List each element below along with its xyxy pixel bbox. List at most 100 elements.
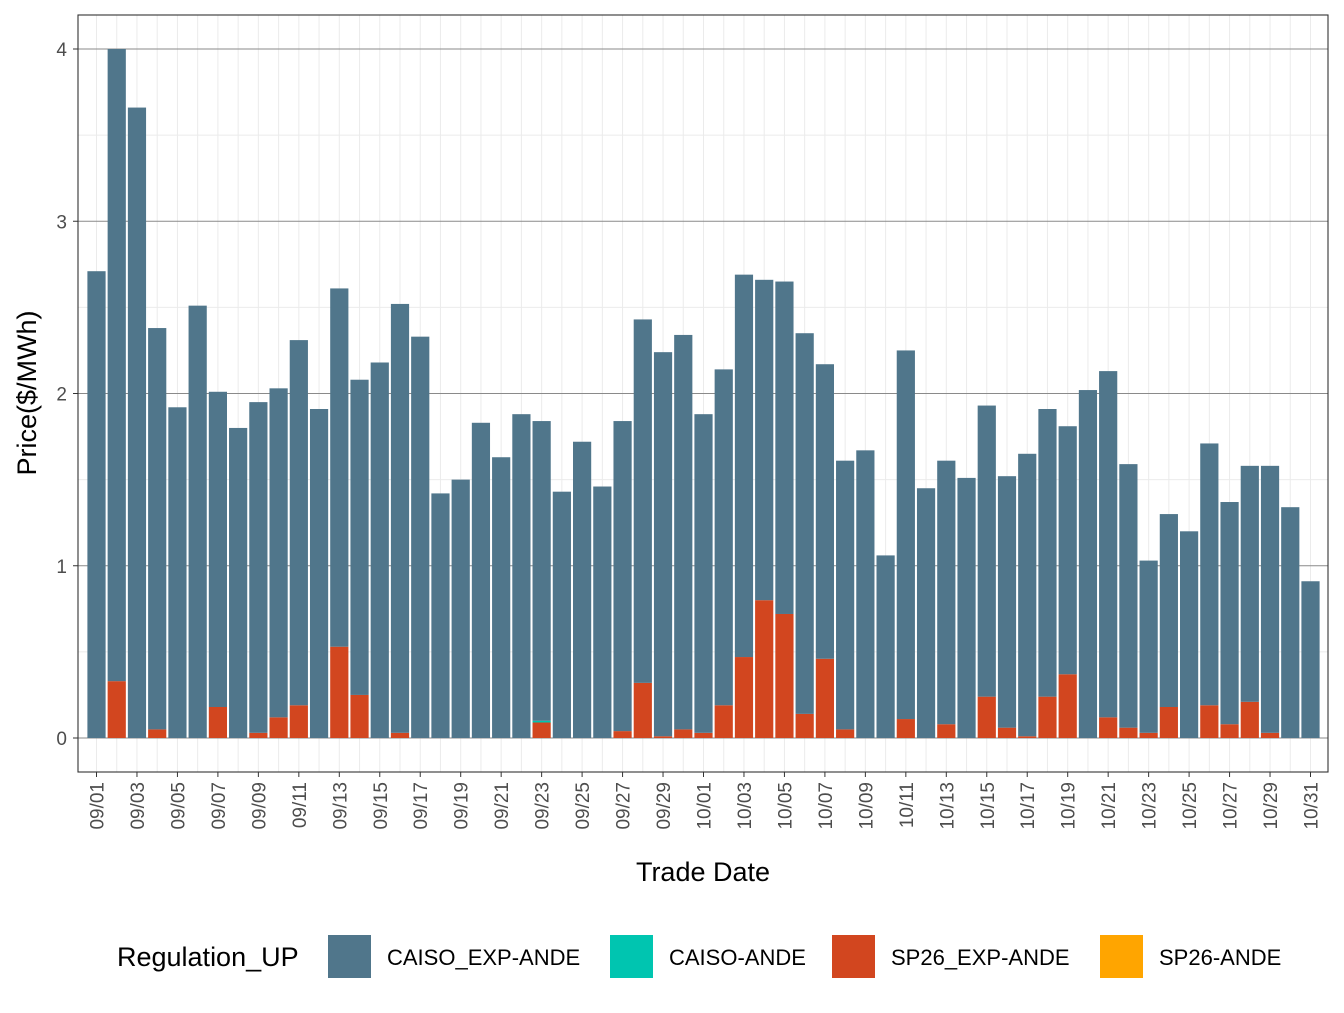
bar-sp26-exp-ande-10-23: [1139, 732, 1158, 738]
bar-caiso-exp-ande-10-25: [1180, 531, 1199, 738]
bar-caiso-exp-ande-10-07: [815, 364, 834, 659]
bar-caiso-exp-ande-10-28: [1240, 465, 1259, 702]
bar-sp26-exp-ande-10-28: [1240, 701, 1259, 738]
bar-sp26-exp-ande-10-03: [734, 657, 754, 738]
x-tick-label: 09/29: [654, 782, 675, 830]
bar-caiso-exp-ande-09-04: [148, 328, 167, 730]
bar-caiso-exp-ande-10-06: [795, 333, 814, 714]
bar-sp26-exp-ande-10-06: [795, 713, 814, 738]
bar-caiso-exp-ande-10-15: [977, 405, 996, 697]
x-tick-label: 09/23: [533, 782, 554, 830]
bar-caiso-exp-ande-09-23: [532, 421, 551, 721]
bar-caiso-exp-ande-10-13: [937, 460, 956, 725]
y-axis: 0 1 2 3 4: [56, 40, 78, 750]
bar-caiso-exp-ande-09-12: [309, 409, 329, 738]
bar-sp26-exp-ande-09-07: [208, 706, 227, 738]
y-tick-label: 3: [56, 212, 67, 233]
x-tick-label: 10/03: [735, 782, 756, 830]
x-tick-label: 10/19: [1059, 782, 1080, 830]
bar-sp26-exp-ande-09-29: [653, 736, 673, 738]
legend-label: CAISO_EXP-ANDE: [387, 945, 580, 970]
bar-caiso-exp-ande-10-31: [1301, 581, 1320, 738]
x-tick-label: 10/01: [695, 782, 716, 830]
bar-caiso-exp-ande-10-29: [1260, 465, 1280, 733]
bar-caiso-exp-ande-09-11: [289, 340, 308, 706]
x-tick-label: 10/23: [1140, 782, 1161, 830]
x-tick-label: 09/13: [330, 782, 351, 830]
x-tick-label: 10/15: [978, 782, 999, 830]
bar-caiso-exp-ande-10-30: [1281, 507, 1300, 738]
bar-caiso-exp-ande-09-24: [552, 491, 571, 738]
bar-sp26-exp-ande-10-22: [1119, 727, 1138, 738]
x-tick-label: 09/15: [371, 782, 392, 830]
bar-caiso-exp-ande-10-27: [1220, 502, 1239, 725]
bar-caiso-exp-ande-10-17: [1018, 453, 1037, 737]
y-axis-title: Price($/MWh): [12, 310, 42, 475]
bar-caiso-exp-ande-10-23: [1139, 560, 1158, 733]
bar-sp26-exp-ande-10-08: [836, 729, 855, 738]
bar-caiso-exp-ande-09-14: [350, 379, 369, 695]
bar-caiso-exp-ande-10-08: [836, 460, 855, 730]
bar-caiso-exp-ande-10-20: [1078, 390, 1098, 738]
bar-caiso-exp-ande-10-09: [856, 450, 875, 738]
bar-caiso-exp-ande-09-29: [653, 352, 673, 737]
bar-caiso-exp-ande-09-25: [573, 441, 592, 738]
y-tick-label: 0: [56, 729, 67, 750]
legend-label: SP26-ANDE: [1159, 945, 1281, 970]
bar-sp26-exp-ande-09-09: [249, 732, 268, 738]
bar-caiso-exp-ande-09-22: [512, 414, 531, 738]
bar-sp26-exp-ande-10-27: [1220, 724, 1239, 738]
y-tick-label: 2: [56, 385, 67, 406]
bars: [87, 49, 1320, 738]
legend-key: [610, 935, 653, 978]
bar-caiso-exp-ande-09-26: [593, 486, 612, 738]
legend: Regulation_UP CAISO_EXP-ANDE CAISO-ANDE SP…: [117, 935, 1281, 978]
bar-caiso-exp-ande-09-06: [188, 305, 207, 738]
bar-caiso-exp-ande-10-02: [714, 369, 733, 706]
bar-sp26-exp-ande-09-14: [350, 694, 369, 738]
bar-sp26-exp-ande-10-19: [1058, 674, 1077, 738]
x-tick-label: 10/21: [1099, 782, 1120, 830]
x-tick-label: 10/09: [856, 782, 877, 830]
bar-sp26-exp-ande-09-30: [674, 729, 693, 738]
bar-sp26-exp-ande-10-16: [997, 727, 1017, 738]
bar-caiso-exp-ande-10-14: [957, 477, 976, 738]
bar-sp26-exp-ande-10-04: [755, 600, 774, 738]
bar-sp26-exp-ande-09-23: [532, 722, 551, 738]
x-tick-label: 09/09: [249, 782, 270, 830]
bar-sp26-exp-ande-10-15: [977, 696, 996, 738]
x-tick-label: 09/11: [290, 782, 311, 828]
bar-caiso-exp-ande-10-21: [1099, 371, 1118, 718]
bar-caiso-exp-ande-09-10: [269, 388, 288, 718]
bar-caiso-exp-ande-10-10: [876, 555, 895, 738]
bar-sp26-exp-ande-09-02: [107, 681, 126, 738]
bar-caiso-exp-ande-10-26: [1200, 443, 1219, 706]
x-tick-label: 10/07: [816, 782, 837, 830]
x-tick-label: 10/29: [1261, 782, 1282, 830]
bar-sp26-exp-ande-09-27: [613, 731, 632, 738]
x-tick-label: 10/17: [1018, 782, 1039, 830]
y-tick-label: 1: [56, 557, 67, 578]
bar-sp26-exp-ande-10-13: [937, 724, 956, 738]
bar-caiso-exp-ande-09-16: [390, 303, 410, 733]
x-tick-label: 10/05: [775, 782, 796, 830]
x-tick-label: 10/25: [1180, 782, 1201, 830]
bar-caiso-exp-ande-10-05: [775, 281, 794, 614]
bar-sp26-exp-ande-10-26: [1200, 705, 1219, 738]
x-tick-label: 09/27: [614, 782, 635, 830]
bar-sp26-exp-ande-09-28: [633, 682, 652, 738]
bar-caiso-exp-ande-10-11: [896, 350, 915, 720]
bar-sp26-exp-ande-09-13: [330, 646, 349, 738]
bar-caiso-exp-ande-09-13: [330, 288, 349, 647]
bar-caiso-exp-ande-09-08: [229, 427, 248, 738]
bar-caiso-exp-ande-10-16: [997, 476, 1017, 728]
x-tick-label: 09/01: [88, 782, 109, 830]
bar-caiso-exp-ande-09-28: [633, 319, 652, 683]
bar-caiso-exp-ande-09-15: [370, 362, 389, 738]
bar-caiso-exp-ande-10-03: [734, 274, 754, 658]
bar-caiso-exp-ande-10-19: [1058, 426, 1077, 675]
legend-label: SP26_EXP-ANDE: [891, 945, 1070, 970]
bar-caiso-exp-ande-09-20: [471, 422, 491, 738]
bar-caiso-ande-09-23: [532, 720, 551, 723]
x-tick-label: 09/07: [209, 782, 230, 830]
